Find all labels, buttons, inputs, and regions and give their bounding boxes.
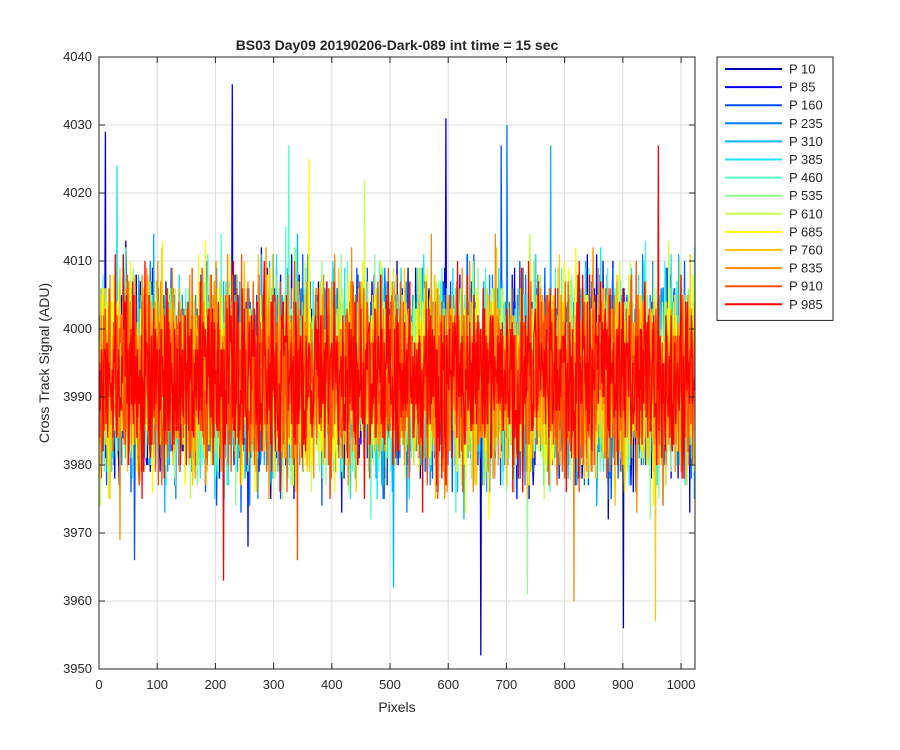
y-tick-label: 4000 bbox=[63, 321, 92, 336]
legend-label: P 310 bbox=[789, 134, 823, 149]
legend-label: P 460 bbox=[789, 170, 823, 185]
x-tick-label: 700 bbox=[496, 677, 518, 692]
legend: P 10 P 85 P 160 P 235 P 310 P 385 P 460 P 535 P … bbox=[716, 56, 834, 321]
legend-label: P 610 bbox=[789, 206, 823, 221]
x-tick-label: 800 bbox=[554, 677, 576, 692]
x-tick-label: 200 bbox=[205, 677, 227, 692]
y-tick-label: 3990 bbox=[63, 389, 92, 404]
legend-label: P 160 bbox=[789, 98, 823, 113]
x-tick-label: 600 bbox=[437, 677, 459, 692]
x-tick-label: 0 bbox=[95, 677, 102, 692]
series-layer bbox=[99, 84, 695, 656]
x-axis-label: Pixels bbox=[378, 699, 415, 715]
legend-label: P 910 bbox=[789, 279, 823, 294]
legend-box bbox=[716, 56, 834, 321]
legend-label: P 85 bbox=[789, 80, 816, 95]
plot-frame bbox=[98, 56, 696, 670]
y-tick-label: 3970 bbox=[63, 525, 92, 540]
y-tick-label: 4040 bbox=[63, 49, 92, 64]
y-tick-label: 4030 bbox=[63, 117, 92, 132]
y-tick-label: 3980 bbox=[63, 457, 92, 472]
chart-title: BS03 Day09 20190206-Dark-089 int time = … bbox=[236, 37, 559, 53]
y-tick-label: 4010 bbox=[63, 253, 92, 268]
y-axis-label: Cross Track Signal (ADU) bbox=[36, 283, 52, 443]
legend-label: P 235 bbox=[789, 116, 823, 131]
y-tick-label: 3960 bbox=[63, 593, 92, 608]
legend-label: P 835 bbox=[789, 261, 823, 276]
x-tick-label: 500 bbox=[379, 677, 401, 692]
axis-ticks: 0 100 200 300 400 500 600 700 800 900 1000 3950 3960… bbox=[63, 49, 695, 692]
legend-label: P 685 bbox=[789, 224, 823, 239]
x-tick-label: 100 bbox=[146, 677, 168, 692]
legend-label: P 535 bbox=[789, 188, 823, 203]
series-line-p-985 bbox=[99, 145, 695, 581]
x-tick-label: 1000 bbox=[667, 677, 696, 692]
legend-label: P 10 bbox=[789, 62, 816, 77]
legend-label: P 385 bbox=[789, 152, 823, 167]
x-tick-label: 400 bbox=[321, 677, 343, 692]
y-tick-label: 4020 bbox=[63, 185, 92, 200]
legend-label: P 985 bbox=[789, 297, 823, 312]
x-tick-label: 900 bbox=[612, 677, 634, 692]
y-tick-label: 3950 bbox=[63, 661, 92, 676]
x-tick-label: 300 bbox=[263, 677, 285, 692]
legend-label: P 760 bbox=[789, 243, 823, 258]
